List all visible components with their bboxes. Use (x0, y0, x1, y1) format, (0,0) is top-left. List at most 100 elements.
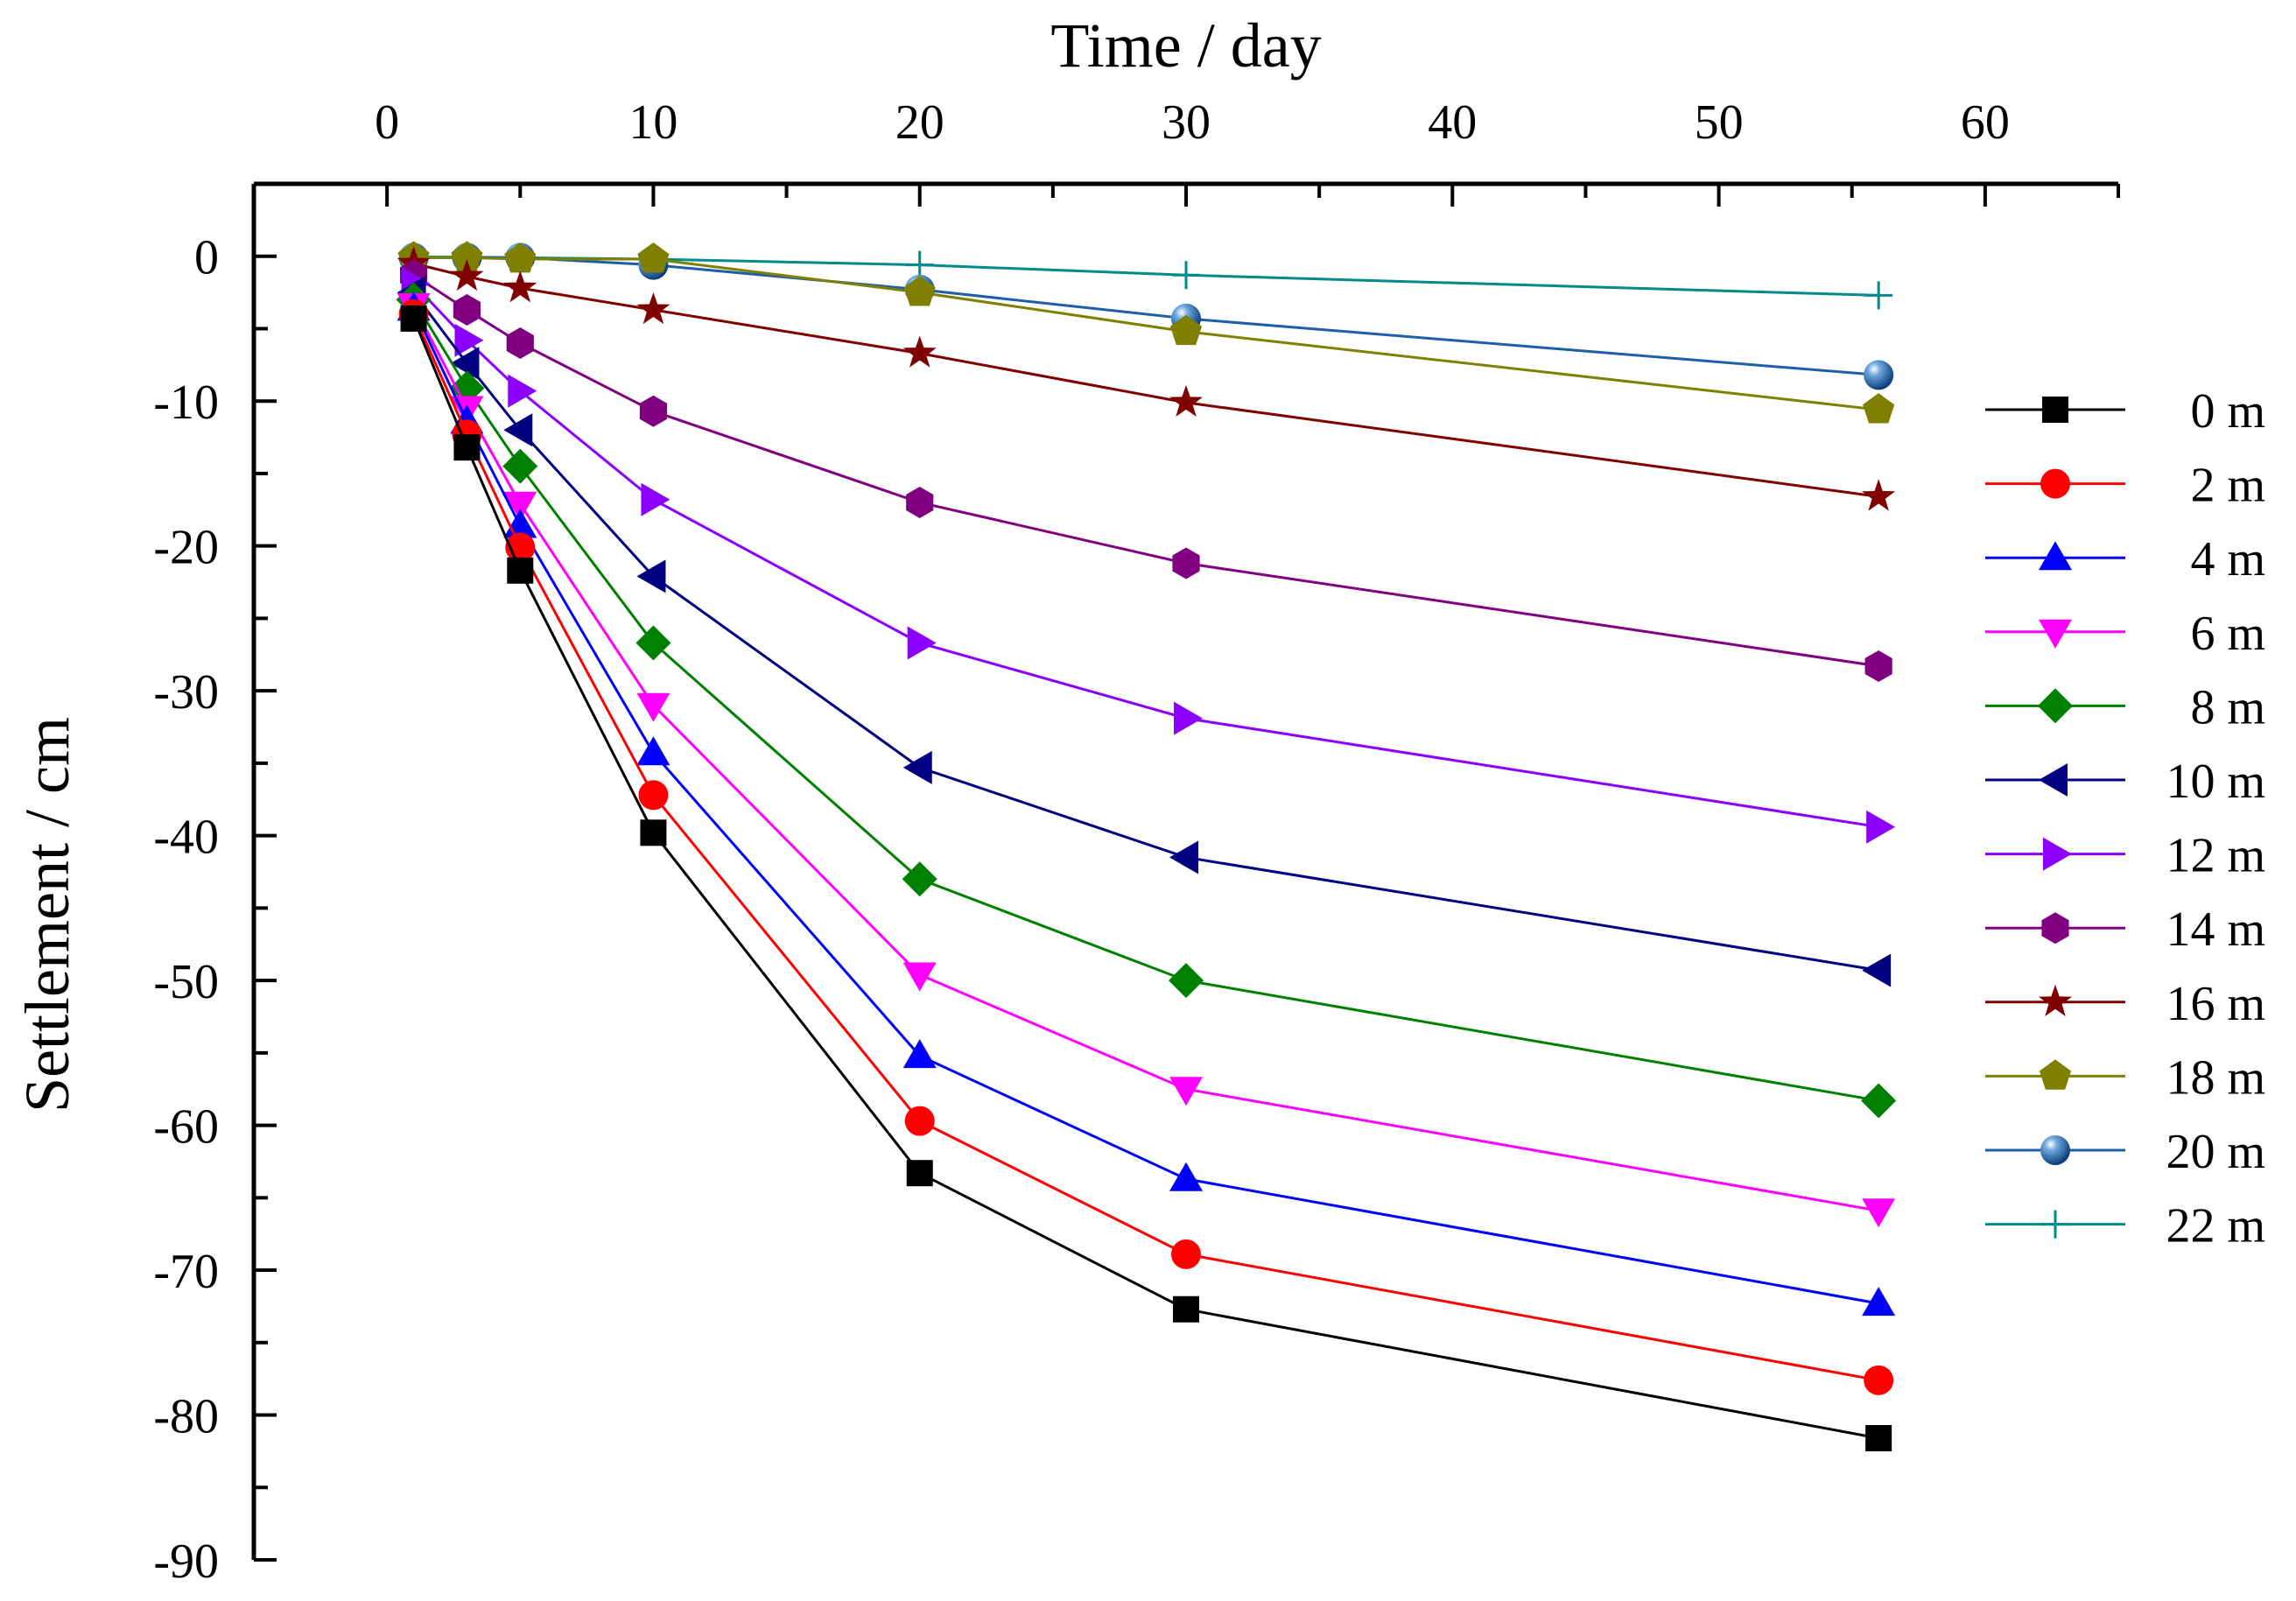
series-22m (399, 242, 1893, 310)
legend-marker (2040, 468, 2070, 499)
data-point (450, 347, 480, 381)
data-point (1171, 1239, 1201, 1269)
data-point (637, 242, 670, 273)
data-point (902, 861, 937, 897)
legend-label: 22 m (2166, 1199, 2265, 1253)
series-20m (398, 242, 1894, 390)
series-layer (396, 241, 1897, 1452)
data-point (453, 293, 481, 326)
legend-marker (2038, 688, 2073, 724)
series-line (412, 318, 1879, 1440)
legend-item: 6 m (1985, 607, 2265, 661)
series-line (412, 298, 1879, 1102)
x-axis-title: Time / day (1050, 11, 1321, 81)
x-tick-label: 0 (375, 95, 399, 150)
legend-item: 16 m (1985, 977, 2265, 1031)
data-point (1861, 1083, 1897, 1119)
data-point (1864, 1365, 1894, 1395)
series-line (413, 256, 1879, 376)
legend-item: 0 m (1985, 384, 2265, 439)
legend-label: 12 m (2166, 829, 2265, 883)
y-tick-label: -60 (153, 1100, 219, 1155)
data-point (1862, 1287, 1896, 1317)
data-point (636, 291, 671, 325)
y-tick-label: -70 (153, 1245, 219, 1299)
legend-marker (2042, 397, 2068, 423)
x-tick-label: 40 (1428, 95, 1477, 150)
series-16m (397, 246, 1896, 511)
legend-label: 10 m (2166, 755, 2265, 809)
data-point (636, 736, 671, 766)
data-point (1865, 1425, 1892, 1452)
data-point (906, 487, 934, 519)
x-tick-label: 10 (628, 95, 678, 150)
data-point (640, 819, 667, 846)
series-line (412, 307, 1879, 1305)
data-point (902, 962, 937, 992)
series-0m (400, 305, 1892, 1452)
data-point (451, 241, 483, 271)
legend-label: 14 m (2166, 902, 2265, 957)
data-point (506, 327, 534, 360)
data-point (503, 413, 533, 447)
data-point (636, 559, 666, 593)
y-tick-label: -10 (153, 376, 219, 430)
data-point (1169, 314, 1203, 346)
legend-item: 20 m (1985, 1125, 2265, 1179)
legend-marker (2041, 1210, 2069, 1239)
data-point (508, 374, 537, 408)
data-point (906, 1160, 933, 1187)
data-point (1866, 810, 1896, 844)
data-point (1169, 384, 1204, 418)
data-point (503, 491, 537, 521)
legend-label: 20 m (2166, 1125, 2265, 1179)
data-point (638, 780, 669, 811)
data-point (502, 448, 538, 484)
legend-item: 8 m (1985, 680, 2265, 734)
legend-label: 6 m (2190, 607, 2265, 661)
data-point (1864, 360, 1894, 390)
legend-item: 4 m (1985, 532, 2265, 586)
series-8m (396, 282, 1897, 1119)
y-axis-title: Settlement / cm (12, 717, 82, 1113)
data-point (1862, 479, 1896, 511)
y-tick-label: 0 (194, 231, 219, 285)
legend-marker (2043, 837, 2072, 871)
data-point (1172, 261, 1200, 290)
data-point (1174, 701, 1203, 735)
data-point (902, 750, 932, 784)
data-point (1169, 840, 1198, 874)
axes: 0 10 20 30 40 50 60 0 -10 -20 -30 -40 -50 -60 -70 -80 -9… (153, 95, 2120, 1589)
legend-marker (2040, 1135, 2070, 1165)
data-point (902, 1039, 937, 1069)
legend-label: 18 m (2166, 1050, 2265, 1105)
legend-marker (2039, 541, 2072, 571)
data-point (453, 434, 481, 461)
y-tick-label: -20 (153, 521, 219, 575)
data-point (641, 482, 671, 516)
series-line (412, 273, 1879, 668)
data-point (639, 395, 668, 427)
data-point (902, 335, 937, 368)
data-point (400, 305, 427, 332)
legend-marker (2041, 912, 2069, 944)
data-point (1169, 1162, 1203, 1191)
data-point (450, 258, 484, 291)
legend-item: 22 m (1985, 1199, 2265, 1253)
series-12m (401, 267, 1896, 844)
legend-label: 4 m (2190, 532, 2265, 586)
y-tick-label: -50 (153, 955, 219, 1009)
x-tick-label: 50 (1695, 95, 1744, 150)
legend-marker (2039, 763, 2068, 797)
legend: 0 m 2 m 4 m 6 m 8 m 10 m 12 m 14 m 16 m 18 m 20 m 2… (1985, 384, 2265, 1253)
legend-label: 8 m (2190, 680, 2265, 734)
legend-label: 16 m (2166, 977, 2265, 1031)
series-6m (397, 292, 1896, 1228)
data-point (636, 692, 671, 722)
legend-item: 2 m (1985, 459, 2265, 513)
data-point (907, 626, 937, 660)
series-10m (397, 276, 1892, 987)
legend-item: 18 m (1985, 1050, 2265, 1105)
data-point (1862, 1198, 1896, 1228)
x-tick-label: 60 (1961, 95, 2010, 150)
